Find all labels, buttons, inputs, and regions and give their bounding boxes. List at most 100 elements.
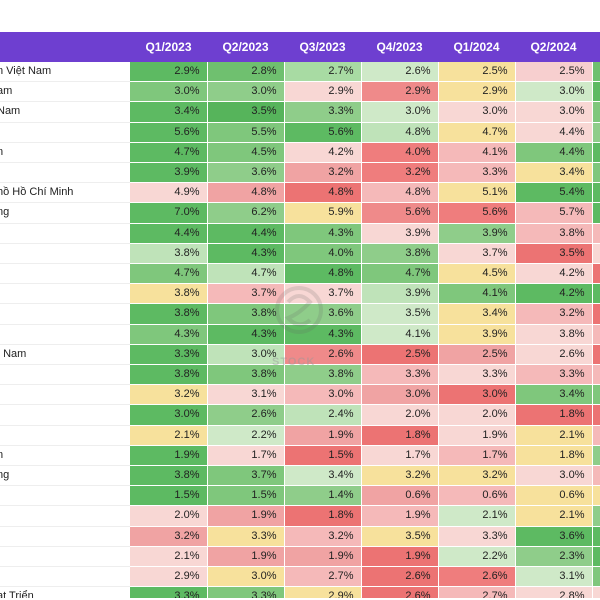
header-name-column[interactable]	[0, 32, 130, 62]
table-row[interactable]: 3.8% 4.3% 4.0% 3.8% 3.7% 3.5%	[0, 243, 600, 265]
header-q1-2023[interactable]: Q1/2023	[130, 32, 207, 62]
value-cell: 2.3%	[515, 546, 593, 568]
value-cell: 0.6%	[361, 485, 439, 507]
value-cell: 3.0%	[130, 81, 208, 103]
table-row[interactable]: 4.4% 4.4% 4.3% 3.9% 3.9% 3.8%	[0, 223, 600, 244]
table-row[interactable]: 3.8% 3.7% 3.7% 3.9% 4.1% 4.2%	[0, 283, 600, 305]
header-q2-2024[interactable]: Q2/2024	[515, 32, 592, 62]
table-row[interactable]: 1.5% 1.5% 1.4% 0.6% 0.6% 0.6%	[0, 485, 600, 507]
table-row[interactable]: n Việt Nam 2.9% 2.8% 2.7% 2.6% 2.5% 2.5%	[0, 62, 600, 83]
value-cell-partial	[592, 122, 600, 143]
value-cell: 1.9%	[361, 546, 439, 568]
value-cell: 4.0%	[284, 243, 362, 265]
value-cell: 2.1%	[515, 425, 593, 446]
value-cell: 2.7%	[284, 566, 362, 588]
row-name-cell	[0, 122, 130, 143]
table-row[interactable]: ng7.0%6.2%5.9%5.6%5.6%5.7%	[0, 202, 600, 224]
value-cell: 4.5%	[207, 142, 285, 164]
value-cell: 5.9%	[284, 202, 362, 224]
value-cell-partial	[592, 546, 600, 568]
row-name-cell	[0, 485, 130, 507]
table-row[interactable]: 4.7% 4.7% 4.8% 4.7% 4.5% 4.2%	[0, 263, 600, 285]
value-cell-partial	[592, 303, 600, 325]
row-name-label: Nam	[0, 105, 21, 118]
header-q3-2023[interactable]: Q3/2023	[284, 32, 361, 62]
value-cell: 4.3%	[284, 324, 362, 345]
value-cell: 3.7%	[207, 465, 285, 487]
value-cell: 2.2%	[207, 425, 285, 446]
row-name-cell: n	[0, 142, 130, 164]
table-row[interactable]: 3.0% 2.6% 2.4% 2.0% 2.0% 1.8%	[0, 404, 600, 426]
table-row[interactable]: 5.6% 5.5% 5.6% 4.8% 4.7% 4.4%	[0, 122, 600, 143]
value-cell: 1.9%	[438, 425, 516, 446]
value-cell: 4.8%	[284, 263, 362, 285]
value-cell: 3.0%	[284, 384, 362, 406]
table-row[interactable]: 2.0% 1.9% 1.8% 1.9% 2.1% 2.1%	[0, 505, 600, 527]
value-cell: 4.2%	[515, 283, 593, 305]
row-name-cell: n	[0, 445, 130, 467]
value-cell: 2.5%	[361, 344, 439, 366]
value-cell: 4.8%	[361, 122, 439, 143]
value-cell-partial	[592, 425, 600, 446]
row-name-cell: am	[0, 81, 130, 103]
table-row[interactable]: 3.8% 3.8% 3.6% 3.5% 3.4% 3.2%	[0, 303, 600, 325]
value-cell: 3.3%	[207, 526, 285, 547]
table-row[interactable]: am3.0%3.0%2.9%2.9%2.9%3.0%	[0, 81, 600, 103]
table-row[interactable]: 4.3% 4.3% 4.3% 4.1% 3.9% 3.8%	[0, 324, 600, 345]
table-row[interactable]: 3.8% 3.8% 3.8% 3.3% 3.3% 3.3%	[0, 364, 600, 386]
table-row[interactable]: 2.1% 1.9% 1.9% 1.9% 2.2% 2.3%	[0, 546, 600, 568]
value-cell: 2.6%	[207, 404, 285, 426]
value-cell: 4.5%	[438, 263, 516, 285]
value-cell: 3.3%	[361, 364, 439, 386]
table-row[interactable]: 2.1% 2.2% 1.9% 1.8% 1.9% 2.1%	[0, 425, 600, 446]
value-cell: 4.4%	[515, 142, 593, 164]
value-cell: 3.8%	[130, 243, 208, 265]
table-row[interactable]: 3.9% 3.6% 3.2% 3.2% 3.3% 3.4%	[0, 162, 600, 184]
value-cell-partial	[592, 202, 600, 224]
value-cell: 2.7%	[438, 586, 516, 600]
table-row[interactable]: n 4.7%4.5%4.2%4.0%4.1%4.4%	[0, 142, 600, 164]
value-cell-partial	[592, 81, 600, 103]
table-row[interactable]: 3.2% 3.1% 3.0% 3.0% 3.0% 3.4%	[0, 384, 600, 406]
value-cell: 4.7%	[130, 263, 208, 285]
value-cell-partial	[592, 445, 600, 467]
value-cell: 1.7%	[207, 445, 285, 467]
table-row[interactable]: at Triển 3.3% 3.3% 2.9% 2.6% 2.7% 2.8%	[0, 586, 600, 600]
table-row[interactable]: n1.9%1.7%1.5%1.7%1.7%1.8%	[0, 445, 600, 467]
header-q2-2023[interactable]: Q2/2023	[207, 32, 284, 62]
value-cell: 3.7%	[207, 283, 285, 305]
value-cell: 2.6%	[361, 62, 439, 83]
value-cell: 2.9%	[130, 566, 208, 588]
row-name-cell	[0, 425, 130, 446]
value-cell: 1.9%	[361, 505, 439, 527]
value-cell: 4.3%	[284, 223, 362, 244]
table-row[interactable]: ng3.8%3.7%3.4%3.2%3.2%3.0%	[0, 465, 600, 487]
value-cell: 6.2%	[207, 202, 285, 224]
value-cell: 3.7%	[438, 243, 516, 265]
value-cell: 3.6%	[284, 303, 362, 325]
value-cell: 2.6%	[515, 344, 593, 366]
value-cell: 1.9%	[284, 425, 362, 446]
value-cell: 1.5%	[207, 485, 285, 507]
value-cell: 4.1%	[438, 142, 516, 164]
table-row[interactable]: 3.2% 3.3% 3.2% 3.5% 3.3% 3.6%	[0, 526, 600, 547]
value-cell: 3.8%	[207, 364, 285, 386]
value-cell: 3.4%	[515, 384, 593, 406]
value-cell: 3.8%	[130, 303, 208, 325]
value-cell: 3.4%	[515, 162, 593, 184]
header-q1-2024[interactable]: Q1/2024	[438, 32, 515, 62]
header-q4-2023[interactable]: Q4/2023	[361, 32, 438, 62]
row-name-cell: ng	[0, 202, 130, 224]
table-row[interactable]: 2.9% 3.0% 2.7% 2.6% 2.6% 3.1%	[0, 566, 600, 588]
table-row[interactable]: hồ Hồ Chí Minh 4.9% 4.8% 4.8% 4.8% 5.1% 5.4%	[0, 182, 600, 204]
value-cell: 5.7%	[515, 202, 593, 224]
value-cell-partial	[592, 324, 600, 345]
value-cell-partial	[592, 162, 600, 184]
header-next-column[interactable]	[592, 32, 600, 62]
value-cell: 3.9%	[361, 223, 439, 244]
value-cell-partial	[592, 283, 600, 305]
value-cell: 3.0%	[207, 566, 285, 588]
row-name-cell	[0, 364, 130, 386]
